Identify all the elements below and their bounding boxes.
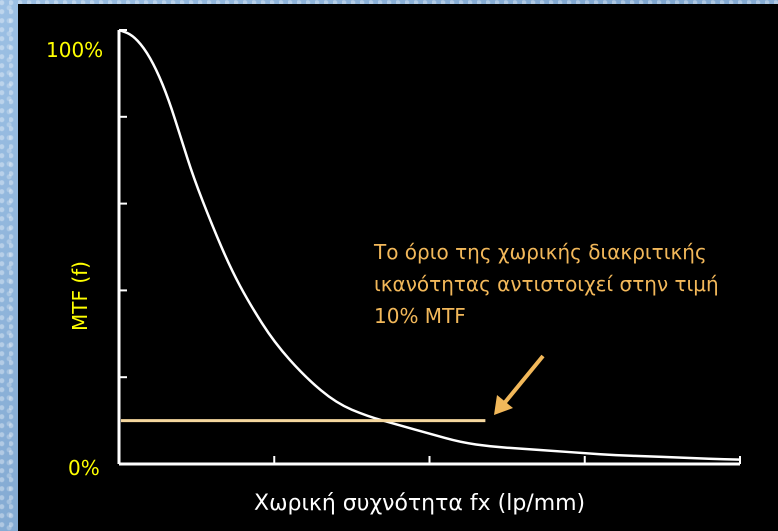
annotation-arrow-head: [494, 395, 513, 415]
annotation-line-1: Το όριο της χωρικής διακριτικής: [374, 240, 707, 264]
y-axis-label: MTF (f): [68, 261, 92, 331]
mtf-curve: [118, 28, 741, 461]
chart-panel: 100% 0% MTF (f) Χωρική συχνότητα fx (lp/…: [18, 4, 778, 531]
mtf-chart: [117, 28, 741, 466]
annotation-line-2: ικανότητας αντιστοιχεί στην τιμή: [374, 272, 719, 296]
annotation-arrow-shaft: [500, 354, 545, 408]
y-tick-label-0: 0%: [68, 456, 100, 480]
annotation-text: Το όριο της χωρικής διακριτικής ικανότητ…: [374, 236, 778, 332]
y-tick-label-100: 100%: [46, 38, 104, 62]
x-axis-label: Χωρική συχνότητα fx (lp/mm): [254, 491, 586, 516]
annotation-line-3: 10% MTF: [374, 304, 466, 328]
